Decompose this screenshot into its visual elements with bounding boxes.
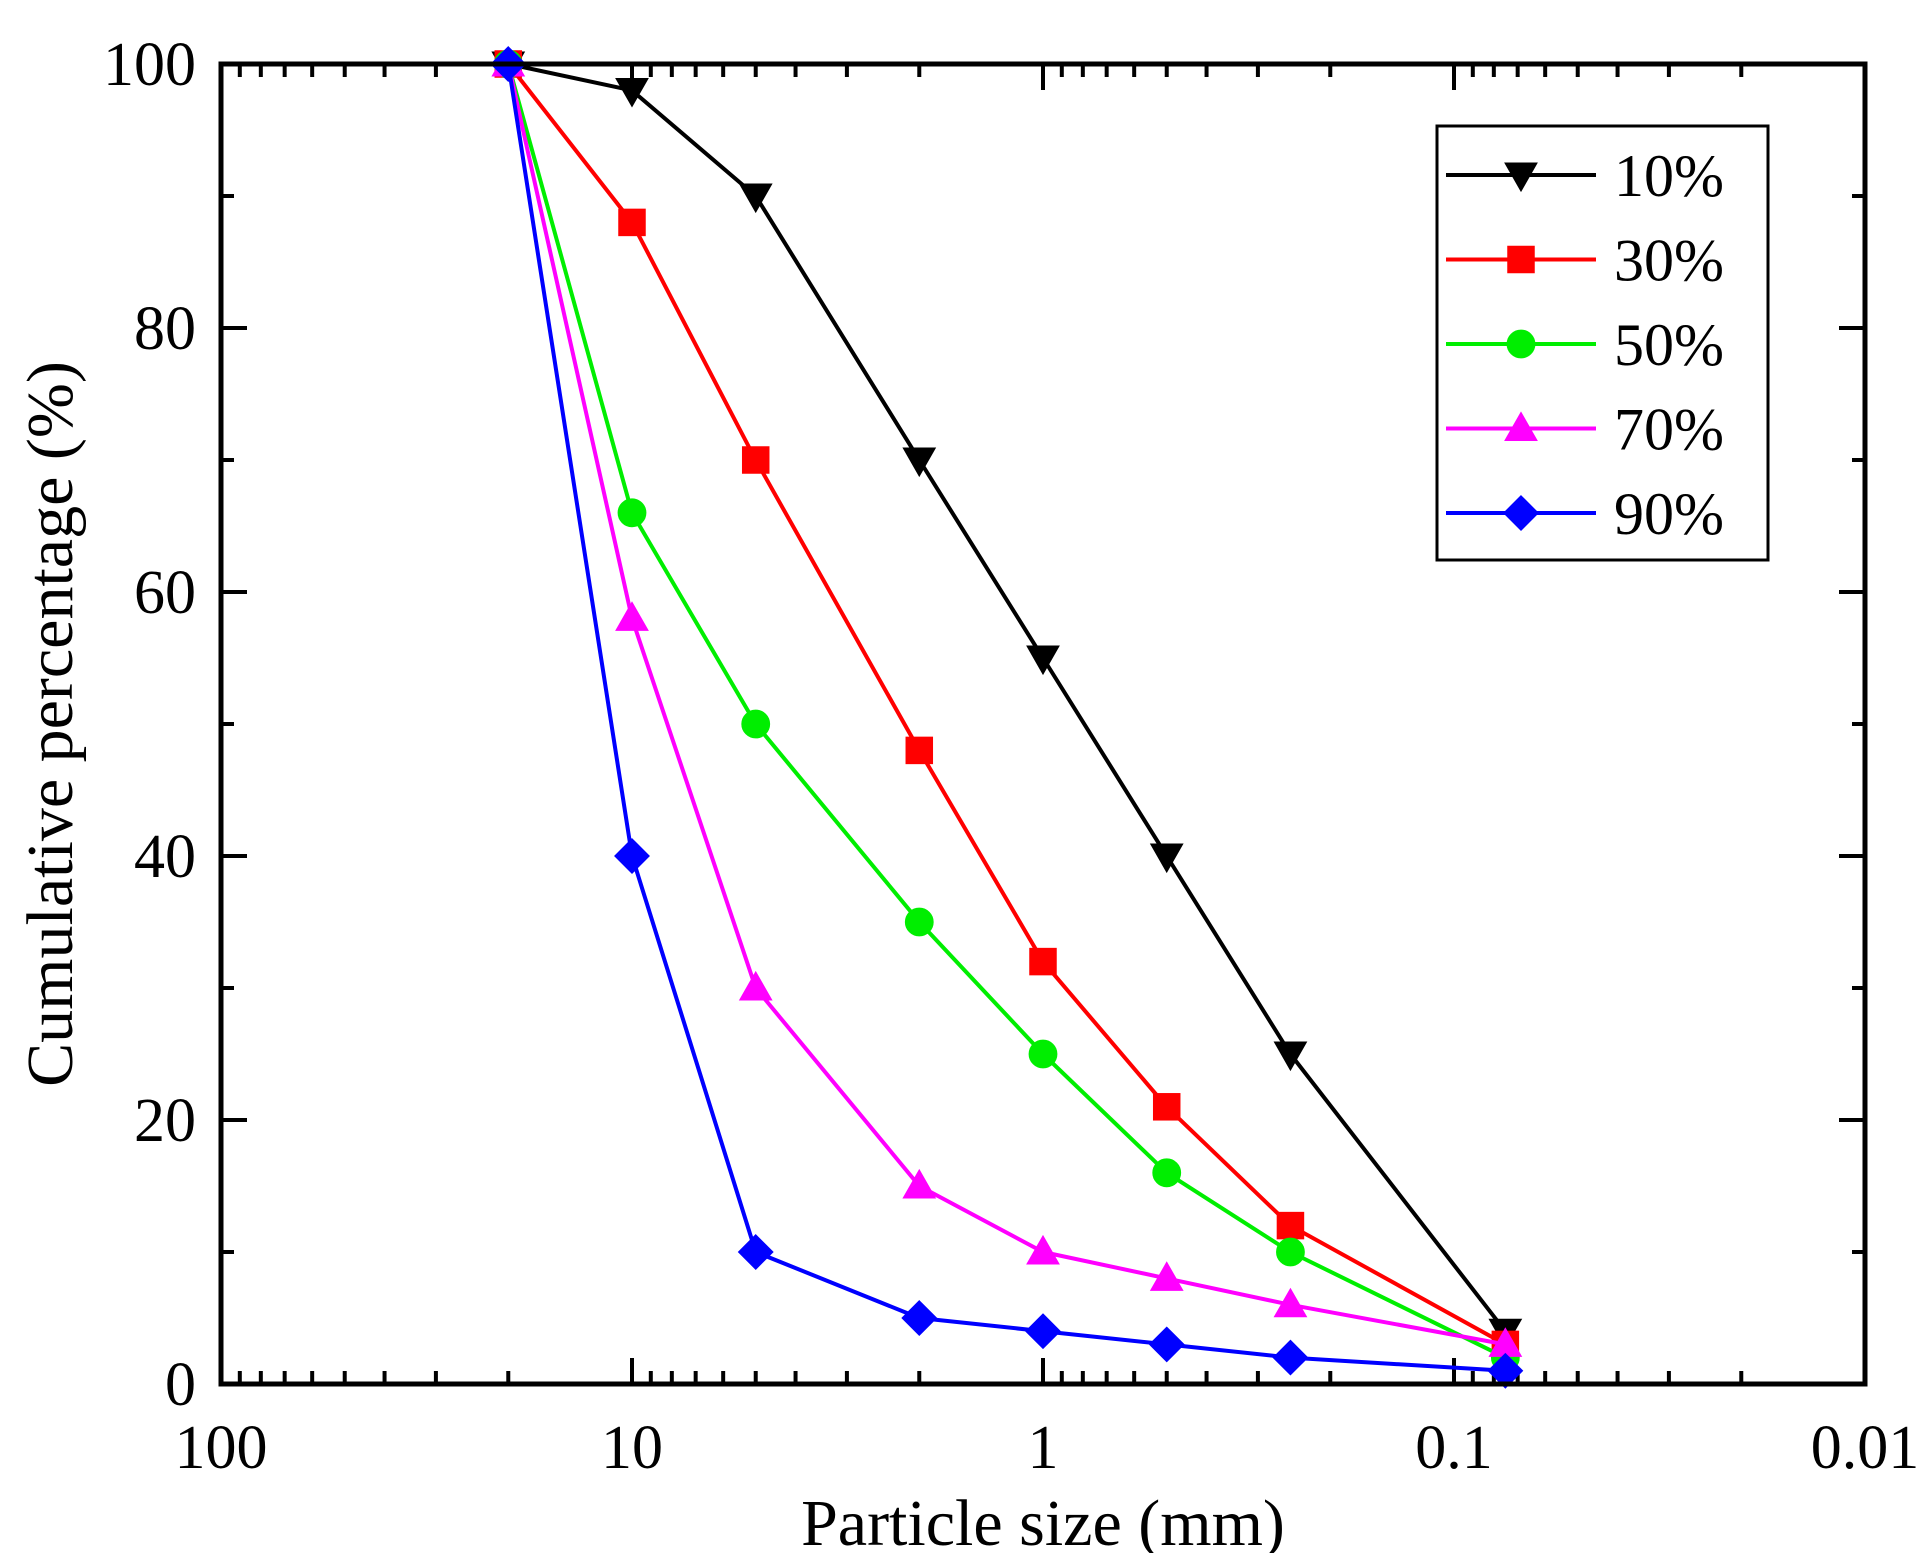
x-tick-label: 10 bbox=[601, 1414, 663, 1482]
legend-marker bbox=[1506, 329, 1536, 359]
legend-label: 10% bbox=[1614, 143, 1724, 209]
series-70pct bbox=[491, 46, 1523, 1357]
legend-label: 50% bbox=[1614, 312, 1724, 378]
data-point bbox=[905, 736, 934, 765]
legend-marker bbox=[1504, 162, 1538, 193]
data-point bbox=[618, 208, 646, 237]
legend: 10% 30% 50% 70% 90% bbox=[1435, 124, 1770, 562]
series-line bbox=[506, 63, 1507, 1360]
data-point bbox=[741, 709, 771, 739]
data-point bbox=[1152, 1093, 1181, 1121]
data-point bbox=[1025, 1313, 1061, 1350]
data-point bbox=[615, 77, 649, 108]
data-point bbox=[1026, 1234, 1060, 1265]
y-tick-label: 40 bbox=[134, 823, 196, 891]
x-tick-label: 1 bbox=[1028, 1414, 1059, 1482]
y-tick-label: 60 bbox=[134, 559, 196, 627]
data-point bbox=[1272, 1339, 1309, 1376]
data-point bbox=[738, 970, 773, 1001]
legend-entry: 10% bbox=[1446, 143, 1724, 209]
y-tick-label: 100 bbox=[103, 31, 196, 99]
legend-marker bbox=[1507, 245, 1535, 274]
series-line bbox=[507, 62, 1507, 1333]
data-point bbox=[1029, 947, 1057, 976]
legend-entry: 30% bbox=[1446, 228, 1724, 294]
series-line bbox=[506, 63, 1506, 1347]
data-point bbox=[614, 838, 650, 874]
series-50pct bbox=[493, 49, 1520, 1372]
tick-labels: 100 10 1 0.1 0.01 0 20 40 60 80 100 bbox=[103, 31, 1919, 1482]
data-point bbox=[902, 1168, 937, 1199]
data-point bbox=[1487, 1352, 1524, 1389]
y-tick-label: 0 bbox=[165, 1351, 196, 1419]
y-axis-title: Cumulative percentage (%) bbox=[14, 361, 87, 1087]
data-point bbox=[902, 447, 937, 478]
plot-frame bbox=[218, 61, 1868, 1387]
data-point bbox=[901, 1300, 938, 1336]
data-point bbox=[1148, 1326, 1185, 1363]
data-point bbox=[1152, 1158, 1182, 1188]
data-point bbox=[1026, 645, 1060, 676]
data-point bbox=[1273, 1041, 1308, 1072]
series-10pct bbox=[491, 51, 1523, 1349]
series-90pct bbox=[490, 46, 1524, 1389]
x-tick-label: 0.01 bbox=[1811, 1414, 1920, 1482]
data-point bbox=[741, 446, 770, 474]
data-point bbox=[1276, 1237, 1305, 1267]
x-axis-title: Particle size (mm) bbox=[801, 1487, 1285, 1553]
data-point bbox=[1149, 843, 1184, 874]
series-line bbox=[506, 62, 1507, 1347]
data-point bbox=[615, 601, 649, 631]
series-30pct bbox=[494, 50, 1520, 1359]
data-point bbox=[1276, 1211, 1305, 1240]
data-point bbox=[1028, 1039, 1058, 1069]
data-point bbox=[737, 1234, 774, 1270]
legend-label: 70% bbox=[1614, 397, 1724, 463]
legend-entry: 50% bbox=[1446, 312, 1724, 378]
legend-label: 30% bbox=[1614, 228, 1724, 294]
legend-entry: 70% bbox=[1446, 397, 1724, 463]
y-tick-label: 80 bbox=[134, 295, 196, 363]
data-point bbox=[904, 907, 934, 937]
series-line bbox=[506, 63, 1506, 1373]
x-tick-label: 0.1 bbox=[1415, 1414, 1493, 1482]
y-tick-label: 20 bbox=[134, 1087, 196, 1155]
series-layer bbox=[490, 46, 1524, 1389]
data-point bbox=[1273, 1287, 1308, 1318]
data-point bbox=[1149, 1261, 1184, 1291]
legend-marker bbox=[1504, 411, 1538, 441]
data-point bbox=[617, 498, 647, 528]
data-point bbox=[738, 183, 773, 214]
x-tick-label: 100 bbox=[175, 1414, 268, 1482]
legend-label: 90% bbox=[1614, 481, 1724, 547]
legend-entry: 90% bbox=[1446, 481, 1724, 547]
legend-marker bbox=[1503, 495, 1539, 531]
